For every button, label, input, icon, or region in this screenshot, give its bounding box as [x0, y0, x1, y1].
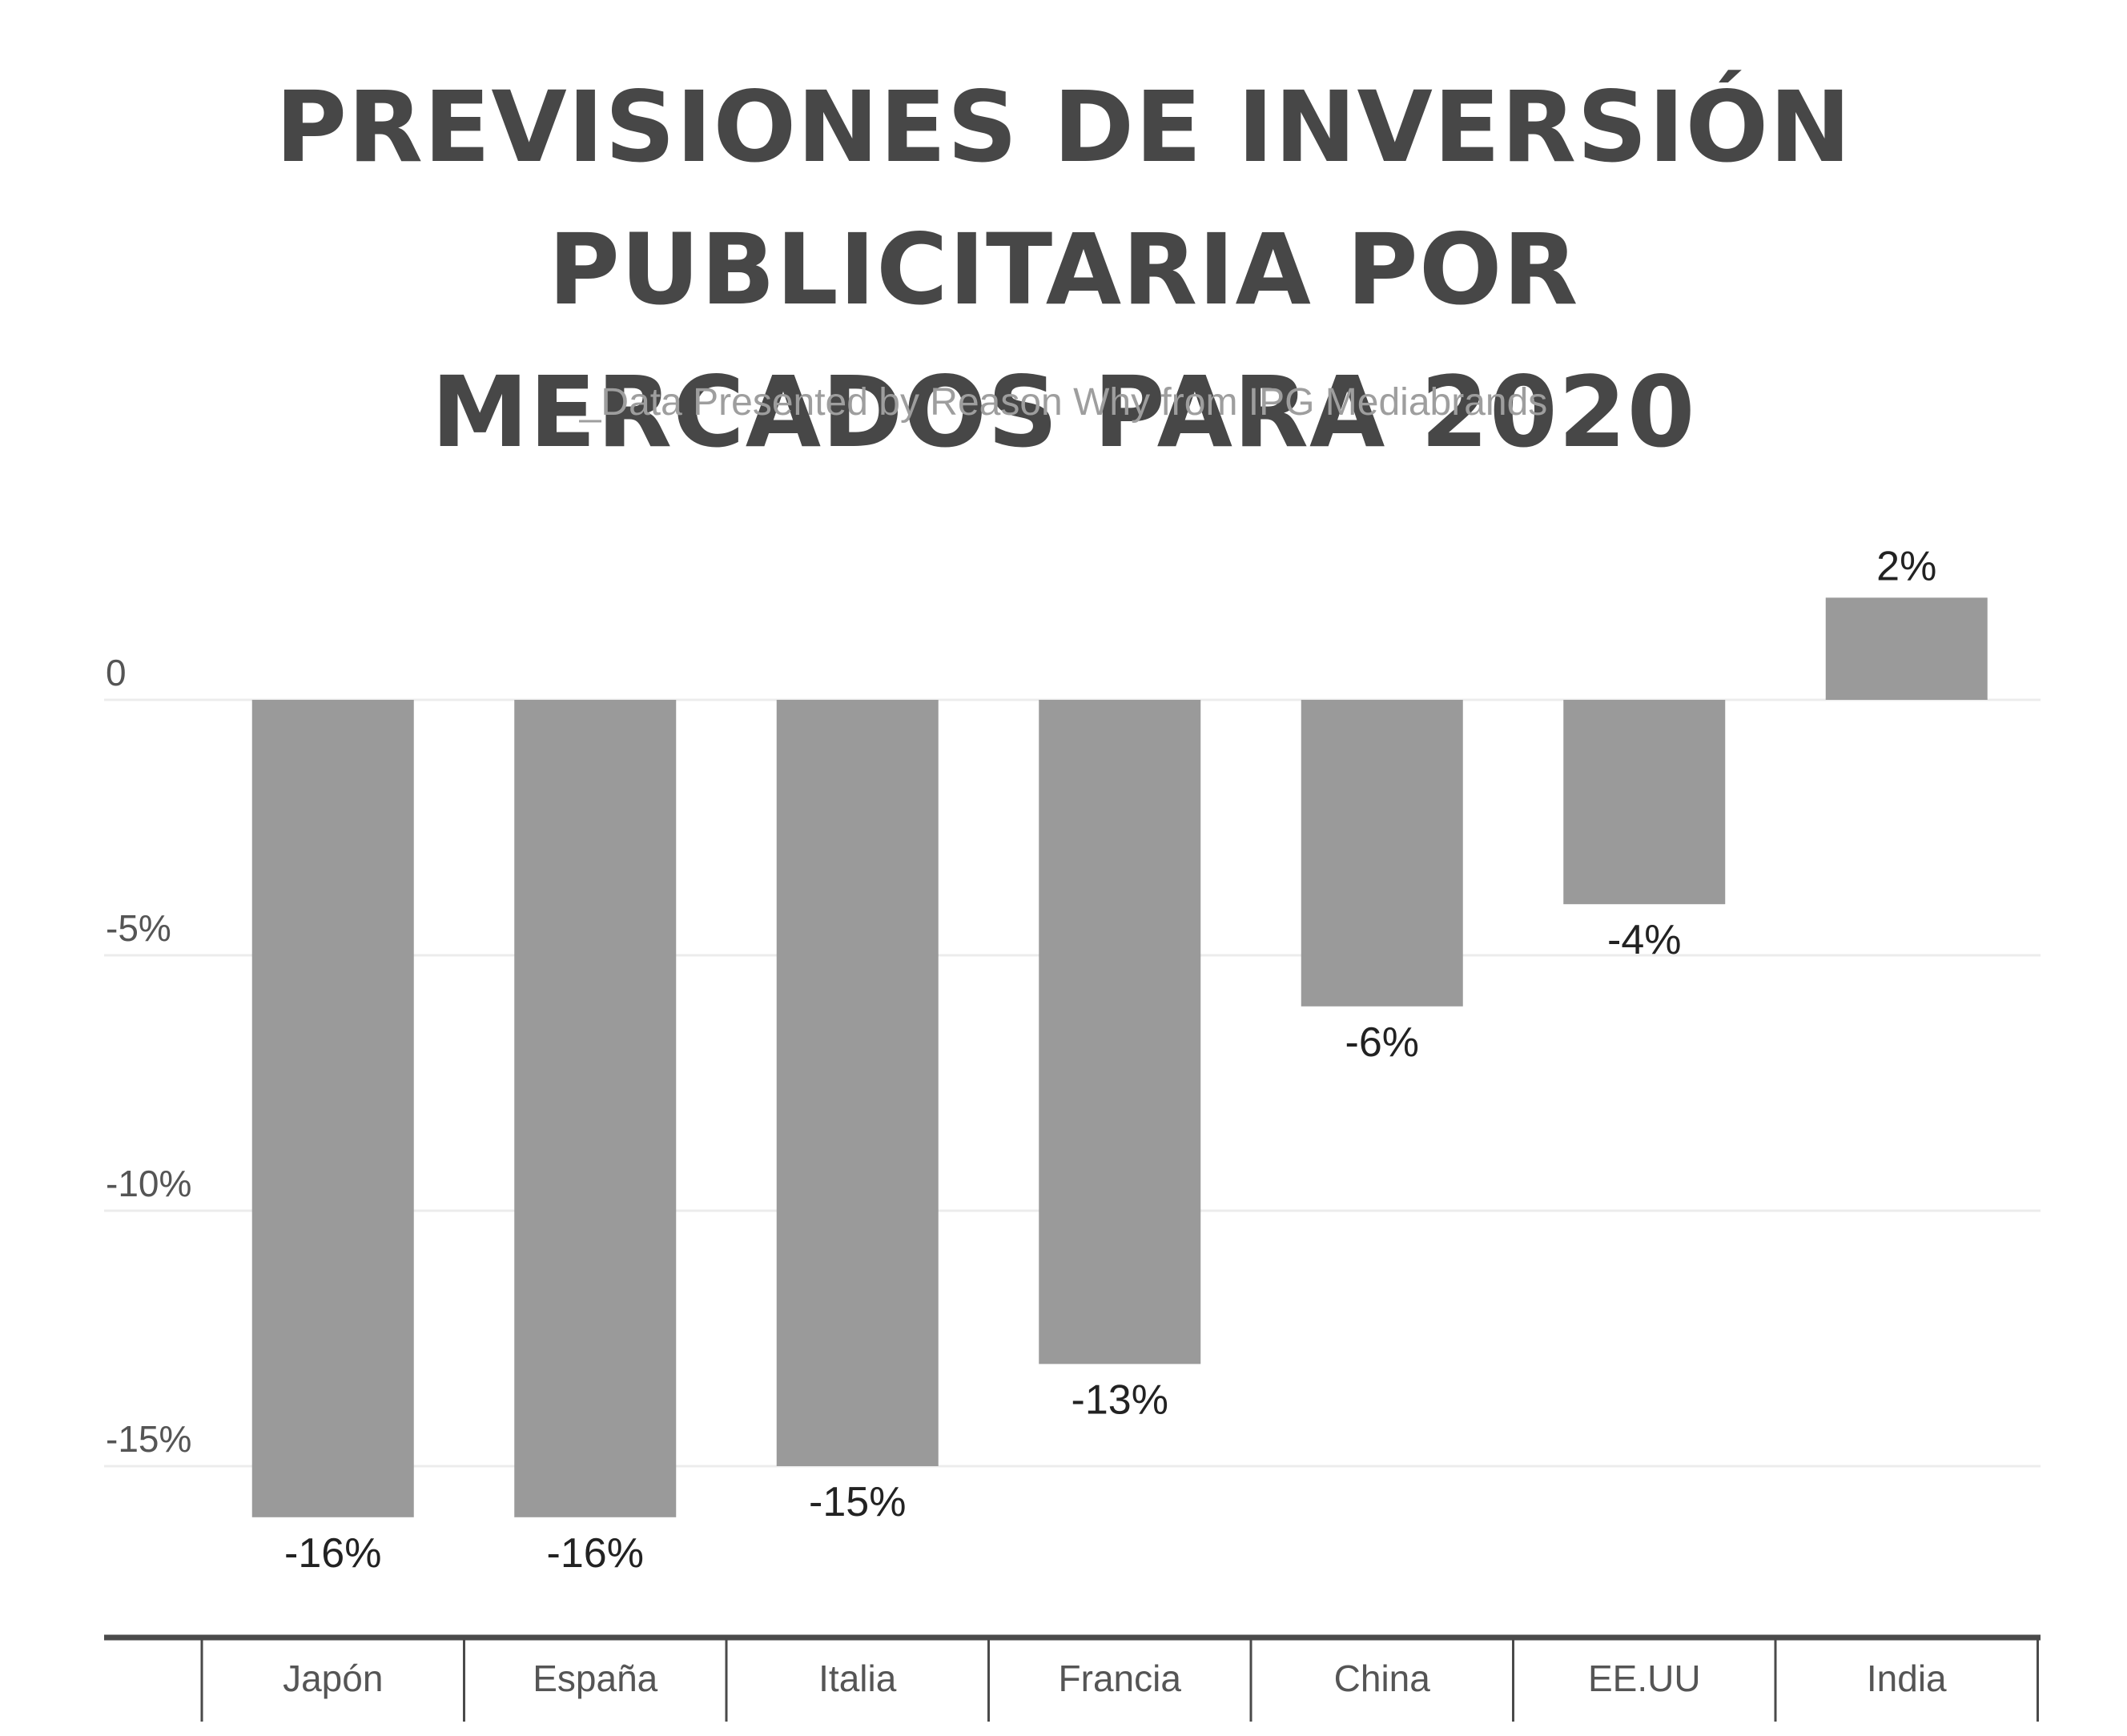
- data-label: -15%: [809, 1479, 906, 1525]
- y-tick-label: -5%: [106, 907, 171, 949]
- bar: [1825, 597, 1988, 700]
- x-axis: Japón España Italia Francia China EE.UU India: [104, 1634, 2041, 1722]
- chart-title-line-1: PREVISIONES DE INVERSIÓN PUBLICITARIA PO…: [275, 70, 1852, 327]
- bar: [1301, 700, 1463, 1007]
- bar: [514, 700, 677, 1517]
- data-label: -6%: [1345, 1019, 1419, 1066]
- bar: [776, 700, 939, 1466]
- data-labels: -16% -16% -15% -13% -6% -4% 2%: [284, 543, 1936, 1576]
- data-label: -16%: [547, 1530, 644, 1577]
- bars: [251, 597, 1988, 1517]
- chart-title-line-2: MERCADOS PARA 2020: [431, 356, 1696, 469]
- x-tick-label: EE.UU: [1588, 1658, 1701, 1699]
- y-tick-label: 0: [106, 652, 127, 693]
- x-tick-label: India: [1867, 1658, 1947, 1699]
- chart-subtitle: _Data Presented by Reason Why from IPG M…: [579, 381, 1548, 424]
- data-label: -16%: [284, 1530, 381, 1577]
- bar: [1563, 700, 1726, 905]
- x-tick-label: Italia: [818, 1658, 897, 1699]
- y-tick-label: -15%: [106, 1418, 191, 1460]
- chart-title: PREVISIONES DE INVERSIÓN PUBLICITARIA PO…: [0, 56, 2127, 484]
- bar: [1039, 700, 1201, 1364]
- x-tick-label: Japón: [283, 1658, 383, 1699]
- data-label: -4%: [1607, 917, 1681, 963]
- data-label: -13%: [1072, 1376, 1168, 1423]
- x-tick-label: España: [533, 1658, 657, 1699]
- y-axis-tick-labels: 0 -5% -10% -15%: [106, 652, 191, 1460]
- x-tick-label: China: [1334, 1658, 1431, 1699]
- x-tick-label: Francia: [1059, 1658, 1182, 1699]
- y-tick-label: -10%: [106, 1163, 191, 1204]
- bar: [251, 700, 414, 1517]
- data-label: 2%: [1876, 543, 1936, 589]
